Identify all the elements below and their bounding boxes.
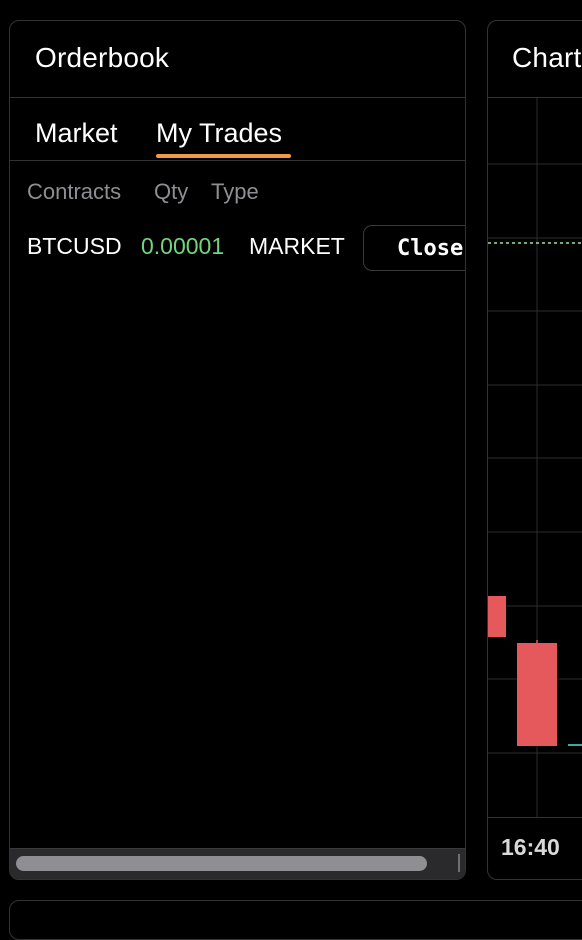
chart-panel: Chart 16:40 bbox=[487, 20, 582, 880]
trade-qty: 0.00001 bbox=[141, 233, 225, 259]
candle bbox=[568, 744, 582, 746]
chart-canvas bbox=[488, 98, 582, 817]
chart-time-axis: 16:40 bbox=[488, 817, 582, 879]
chart-grid bbox=[488, 98, 582, 817]
candle bbox=[517, 643, 557, 746]
bottom-panel bbox=[9, 900, 582, 940]
trade-type: MARKET bbox=[249, 233, 345, 259]
chart-header: Chart bbox=[488, 21, 582, 98]
horizontal-scrollbar[interactable] bbox=[10, 848, 465, 879]
column-header-contracts: Contracts bbox=[27, 179, 122, 204]
orderbook-header: Orderbook bbox=[10, 21, 465, 98]
trade-contract: BTCUSD bbox=[27, 233, 122, 259]
orderbook-panel: Orderbook Market My Trades Contracts Qty… bbox=[9, 20, 466, 880]
orderbook-tabs: Market My Trades bbox=[10, 98, 465, 161]
tab-market[interactable]: Market bbox=[35, 118, 118, 148]
time-axis-label: 16:40 bbox=[501, 834, 560, 860]
column-header-qty: Qty bbox=[154, 179, 189, 204]
orderbook-title: Orderbook bbox=[35, 42, 170, 73]
candlestick-chart[interactable] bbox=[488, 98, 582, 817]
column-header-type: Type bbox=[211, 179, 259, 204]
scrollbar-thumb[interactable] bbox=[16, 856, 427, 871]
active-tab-indicator bbox=[156, 154, 291, 158]
close-trade-button[interactable]: Close bbox=[363, 225, 465, 271]
tab-my-trades[interactable]: My Trades bbox=[156, 118, 283, 148]
chart-title: Chart bbox=[512, 42, 582, 73]
candle bbox=[488, 596, 506, 637]
scrollbar-corner bbox=[458, 854, 465, 872]
